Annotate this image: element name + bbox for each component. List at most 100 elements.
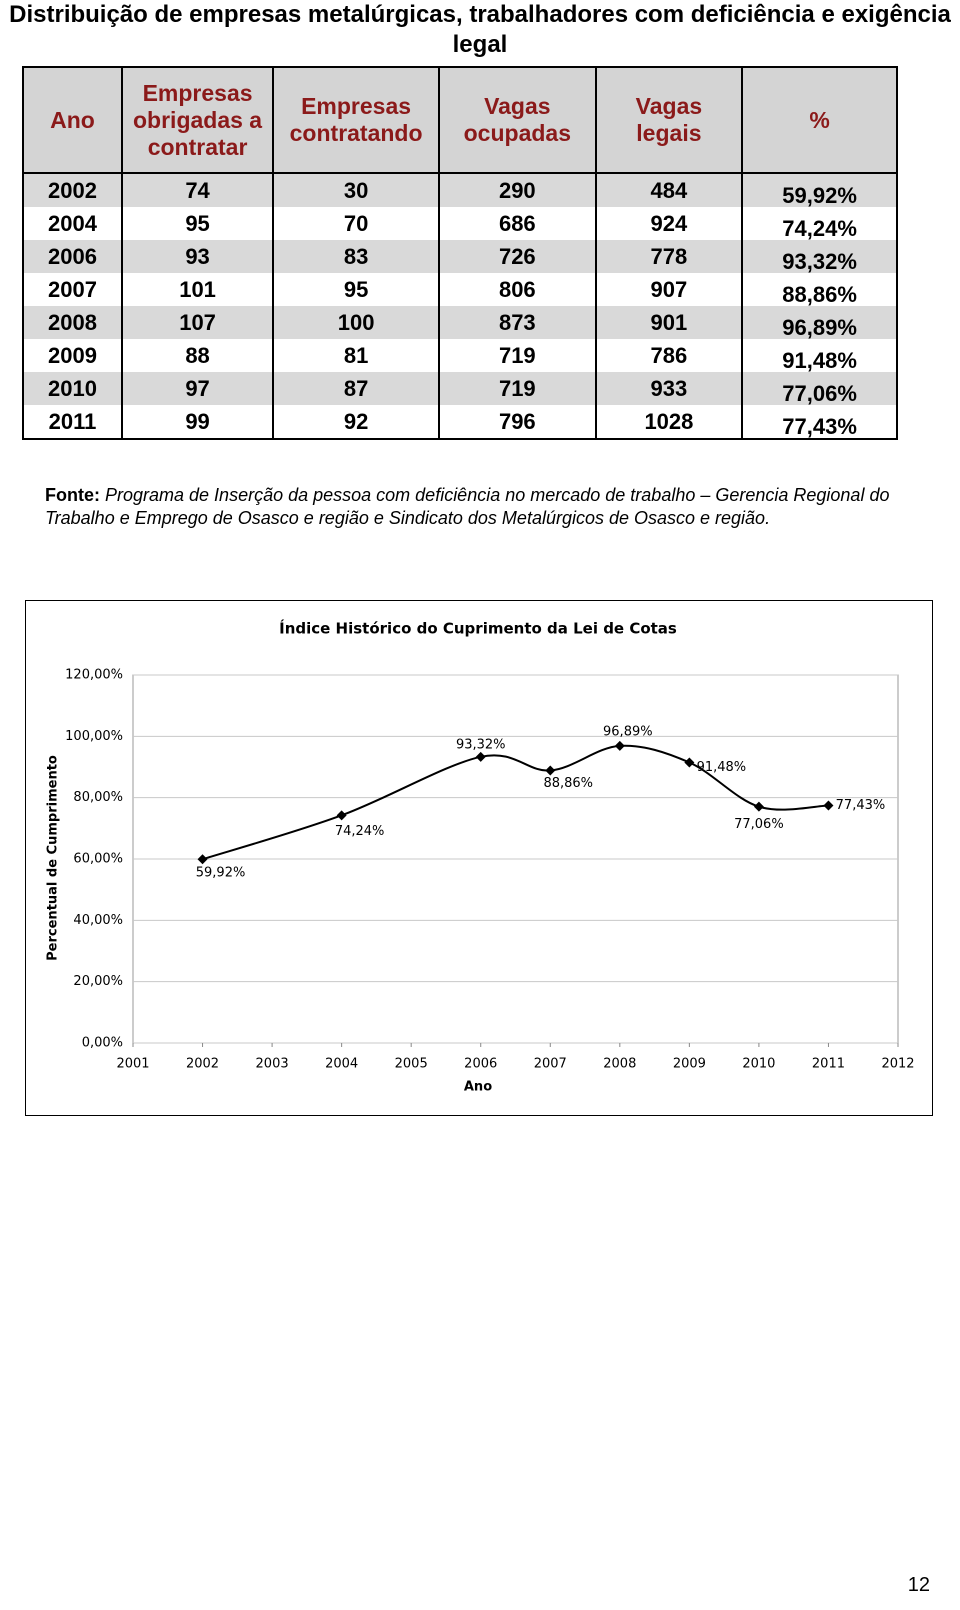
table-cell: 924: [594, 207, 744, 240]
x-tick-label: 2012: [881, 1057, 914, 1072]
table-cell: 107: [120, 306, 275, 339]
table-row: 2010 97 87 719 933 77,06%: [22, 372, 898, 405]
data-label: 59,92%: [196, 866, 246, 881]
x-tick-label: 2001: [116, 1057, 149, 1072]
table-cell: 92: [272, 405, 441, 440]
source-note: Fonte: Programa de Inserção da pessoa co…: [45, 484, 895, 530]
table-cell: 2004: [22, 207, 123, 240]
table-cell: 70: [272, 207, 441, 240]
table-body: 2002 74 30 290 484 59,92% 2004 95 70 686 924 74,24%…: [22, 173, 898, 440]
table-cell: 97: [120, 372, 275, 405]
table-cell: 88: [120, 339, 275, 372]
table-cell: 1028: [594, 405, 744, 440]
y-tick-label: 120,00%: [65, 668, 123, 683]
data-label: 88,86%: [543, 776, 593, 791]
table-row: 2002 74 30 290 484 59,92%: [22, 173, 898, 207]
table-cell: 806: [438, 273, 597, 306]
table-cell: 907: [594, 273, 744, 306]
table-cell: 2010: [22, 372, 123, 405]
chart: Índice Histórico do Cuprimento da Lei de…: [25, 600, 933, 1116]
y-tick-label: 20,00%: [73, 974, 123, 989]
y-tick-label: 40,00%: [73, 913, 123, 928]
data-label: 93,32%: [456, 737, 506, 752]
table-cell: 719: [438, 339, 597, 372]
table-cell: 30: [272, 173, 441, 207]
table-cell: 96,89%: [741, 306, 898, 339]
table-cell: 88,86%: [741, 273, 898, 306]
table-cell: 873: [438, 306, 597, 339]
table-cell: 686: [438, 207, 597, 240]
x-tick-label: 2009: [673, 1057, 706, 1072]
header-cell: %: [741, 66, 898, 174]
table-cell: 91,48%: [741, 339, 898, 372]
x-tick-label: 2005: [395, 1057, 428, 1072]
table-cell: 2011: [22, 405, 123, 440]
header-cell: Empresas obrigadas a contratar: [120, 66, 275, 174]
table-cell: 786: [594, 339, 744, 372]
y-tick-label: 80,00%: [73, 790, 123, 805]
x-tick-label: 2006: [464, 1057, 497, 1072]
table-row: 2004 95 70 686 924 74,24%: [22, 207, 898, 240]
header-cell: Vagas legais: [594, 66, 744, 174]
header-cell: Ano: [22, 66, 123, 174]
table-cell: 95: [272, 273, 441, 306]
data-label: 96,89%: [603, 724, 653, 739]
x-tick-label: 2002: [186, 1057, 219, 1072]
table-cell: 93: [120, 240, 275, 273]
table-cell: 87: [272, 372, 441, 405]
data-point: [614, 740, 625, 751]
x-tick-label: 2004: [325, 1057, 358, 1072]
header-row: Ano Empresas obrigadas a contratar Empresa…: [22, 66, 898, 174]
table-row: 2007 101 95 806 907 88,86%: [22, 273, 898, 306]
table-cell: 726: [438, 240, 597, 273]
table-cell: 901: [594, 306, 744, 339]
data-point: [545, 765, 556, 776]
table-row: 2011 99 92 796 1028 77,43%: [22, 405, 898, 440]
table-cell: 99: [120, 405, 275, 440]
table-cell: 2008: [22, 306, 123, 339]
table-cell: 77,43%: [741, 405, 898, 440]
source-label: Fonte:: [45, 485, 100, 505]
x-tick-label: 2011: [812, 1057, 845, 1072]
table-cell: 95: [120, 207, 275, 240]
y-axis-title: Percentual de Cumprimento: [46, 755, 61, 961]
table-cell: 484: [594, 173, 744, 207]
data-label: 77,43%: [836, 798, 886, 813]
x-tick-label: 2003: [256, 1057, 289, 1072]
table-cell: 101: [120, 273, 275, 306]
table-cell: 83: [272, 240, 441, 273]
table-row: 2009 88 81 719 786 91,48%: [22, 339, 898, 372]
page-number: 12: [907, 1574, 930, 1596]
table-cell: 796: [438, 405, 597, 440]
table-cell: 778: [594, 240, 744, 273]
data-point: [684, 757, 695, 768]
table-cell: 74: [120, 173, 275, 207]
data-point: [753, 801, 764, 812]
table-row: 2008 107 100 873 901 96,89%: [22, 306, 898, 339]
x-axis-title: Ano: [464, 1080, 492, 1095]
data-label: 77,06%: [734, 817, 784, 832]
table-cell: 81: [272, 339, 441, 372]
table-cell: 719: [438, 372, 597, 405]
table-cell: 93,32%: [741, 240, 898, 273]
table-cell: 2006: [22, 240, 123, 273]
source-text: Programa de Inserção da pessoa com defic…: [45, 485, 890, 528]
x-tick-label: 2010: [742, 1057, 775, 1072]
table-cell: 77,06%: [741, 372, 898, 405]
x-tick-label: 2007: [534, 1057, 567, 1072]
table-cell: 2009: [22, 339, 123, 372]
table-cell: 74,24%: [741, 207, 898, 240]
table-cell: 290: [438, 173, 597, 207]
y-tick-label: 60,00%: [73, 852, 123, 867]
data-table: Ano Empresas obrigadas a contratar Empresa…: [22, 66, 898, 440]
table-cell: 933: [594, 372, 744, 405]
table-row: 2006 93 83 726 778 93,32%: [22, 240, 898, 273]
table-cell: 2002: [22, 173, 123, 207]
data-point: [823, 800, 834, 811]
header-cell: Vagas ocupadas: [438, 66, 597, 174]
y-tick-label: 100,00%: [65, 729, 123, 744]
page-title: Distribuição de empresas metalúrgicas, t…: [9, 1, 951, 58]
data-label: 74,24%: [335, 824, 385, 839]
chart-title: Índice Histórico do Cuprimento da Lei de…: [279, 619, 677, 638]
